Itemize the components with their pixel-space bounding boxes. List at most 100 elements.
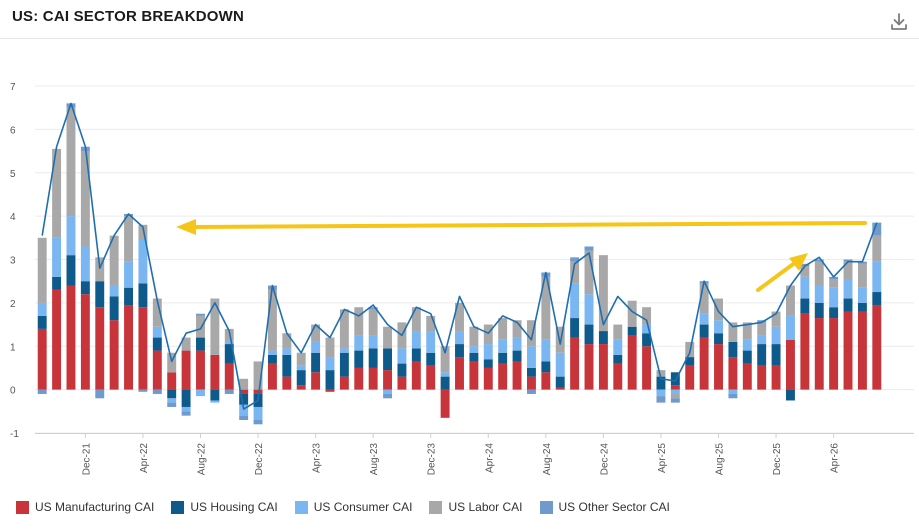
bar-manufacturing	[685, 365, 695, 390]
x-tick-label: Apr-26	[830, 443, 841, 473]
bar-other	[757, 320, 767, 323]
x-tick-label: Dec-24	[599, 443, 610, 476]
bar-housing	[613, 354, 623, 364]
bar-housing	[584, 324, 594, 345]
bar-other	[239, 415, 249, 420]
bar-consumer	[699, 313, 709, 325]
bar-housing	[455, 344, 464, 358]
bar-manufacturing	[829, 318, 839, 390]
bar-housing	[857, 302, 867, 312]
y-tick-label: -1	[10, 429, 19, 440]
x-tick-label: Apr-24	[484, 443, 495, 473]
bar-manufacturing	[699, 337, 709, 390]
legend-label-manufacturing: US Manufacturing CAI	[35, 500, 155, 514]
bar-housing	[311, 352, 321, 373]
bar-housing	[570, 318, 580, 338]
bar-other	[843, 259, 853, 262]
x-tick-label: Aug-25	[715, 443, 726, 476]
legend-item-labor[interactable]: US Labor CAI	[429, 500, 523, 514]
y-tick-label: 7	[10, 82, 16, 93]
bar-housing	[757, 344, 767, 366]
bar-housing	[181, 389, 191, 407]
annotation-arrowhead-diagonal	[789, 253, 808, 271]
bar-manufacturing	[196, 350, 205, 390]
bar-housing	[526, 367, 536, 377]
download-icon[interactable]	[889, 12, 909, 32]
bar-housing	[771, 344, 781, 366]
bar-manufacturing	[440, 389, 450, 418]
bar-consumer	[426, 331, 436, 353]
bar-consumer	[80, 246, 90, 282]
bar-housing	[598, 331, 608, 345]
bar-consumer	[52, 237, 62, 277]
bar-labor	[814, 261, 824, 286]
y-tick-label: 1	[10, 342, 16, 353]
bar-labor	[642, 307, 652, 325]
bar-housing	[282, 354, 292, 377]
bar-consumer	[512, 337, 522, 351]
legend-item-housing[interactable]: US Housing CAI	[171, 500, 278, 514]
bar-consumer	[570, 283, 580, 319]
bar-housing	[66, 255, 76, 286]
legend-item-consumer[interactable]: US Consumer CAI	[294, 500, 412, 514]
bar-housing	[642, 333, 652, 347]
bar-labor	[714, 298, 723, 321]
bar-housing	[354, 350, 364, 368]
bar-manufacturing	[411, 361, 421, 390]
bar-labor	[728, 322, 738, 342]
bar-manufacturing	[80, 294, 90, 390]
bar-consumer	[296, 365, 306, 371]
bar-consumer	[440, 372, 450, 377]
bar-manufacturing	[282, 376, 292, 390]
bar-manufacturing	[541, 372, 551, 390]
bar-manufacturing	[397, 376, 407, 390]
bar-housing	[138, 283, 148, 308]
bar-labor	[383, 326, 393, 349]
bar-labor	[512, 320, 522, 338]
bar-other	[656, 396, 666, 403]
page-title: US: CAI SECTOR BREAKDOWN	[12, 8, 245, 25]
bar-consumer	[181, 406, 191, 412]
bar-manufacturing	[872, 305, 882, 390]
bar-manufacturing	[455, 357, 464, 390]
bar-labor	[843, 261, 853, 280]
bar-consumer	[383, 389, 393, 394]
bar-consumer	[368, 335, 378, 349]
bar-consumer	[656, 389, 666, 397]
bar-manufacturing	[224, 363, 234, 390]
bar-consumer	[469, 346, 479, 353]
bar-other	[814, 259, 824, 262]
bar-labor	[210, 298, 220, 355]
bar-consumer	[670, 389, 680, 394]
bar-consumer	[814, 285, 824, 303]
bar-housing	[555, 376, 565, 388]
legend-label-labor: US Labor CAI	[448, 500, 523, 514]
bar-manufacturing	[253, 389, 263, 394]
bar-manufacturing	[152, 350, 162, 390]
x-tick-label: Dec-23	[427, 443, 438, 476]
bar-other	[584, 246, 594, 251]
bar-housing	[368, 348, 378, 368]
bar-consumer	[541, 339, 551, 362]
bar-housing	[383, 348, 393, 371]
x-tick-label: Apr-23	[312, 443, 323, 473]
legend-item-manufacturing[interactable]: US Manufacturing CAI	[16, 500, 154, 514]
bar-manufacturing	[483, 367, 493, 390]
bar-housing	[196, 337, 205, 351]
bar-consumer	[124, 261, 133, 288]
bar-other	[138, 389, 148, 392]
bar-housing	[829, 307, 839, 319]
bar-consumer	[843, 279, 853, 299]
bar-manufacturing	[613, 363, 623, 390]
bar-consumer	[872, 261, 882, 293]
bar-labor	[37, 237, 47, 303]
bar-housing	[670, 372, 680, 386]
bar-consumer	[483, 344, 493, 360]
bar-manufacturing	[37, 328, 47, 390]
bar-other	[872, 222, 882, 236]
bar-manufacturing	[555, 387, 565, 390]
bar-housing	[37, 315, 47, 329]
legend-item-other[interactable]: US Other Sector CAI	[539, 500, 670, 514]
bar-labor	[498, 318, 508, 340]
bar-manufacturing	[670, 385, 680, 390]
